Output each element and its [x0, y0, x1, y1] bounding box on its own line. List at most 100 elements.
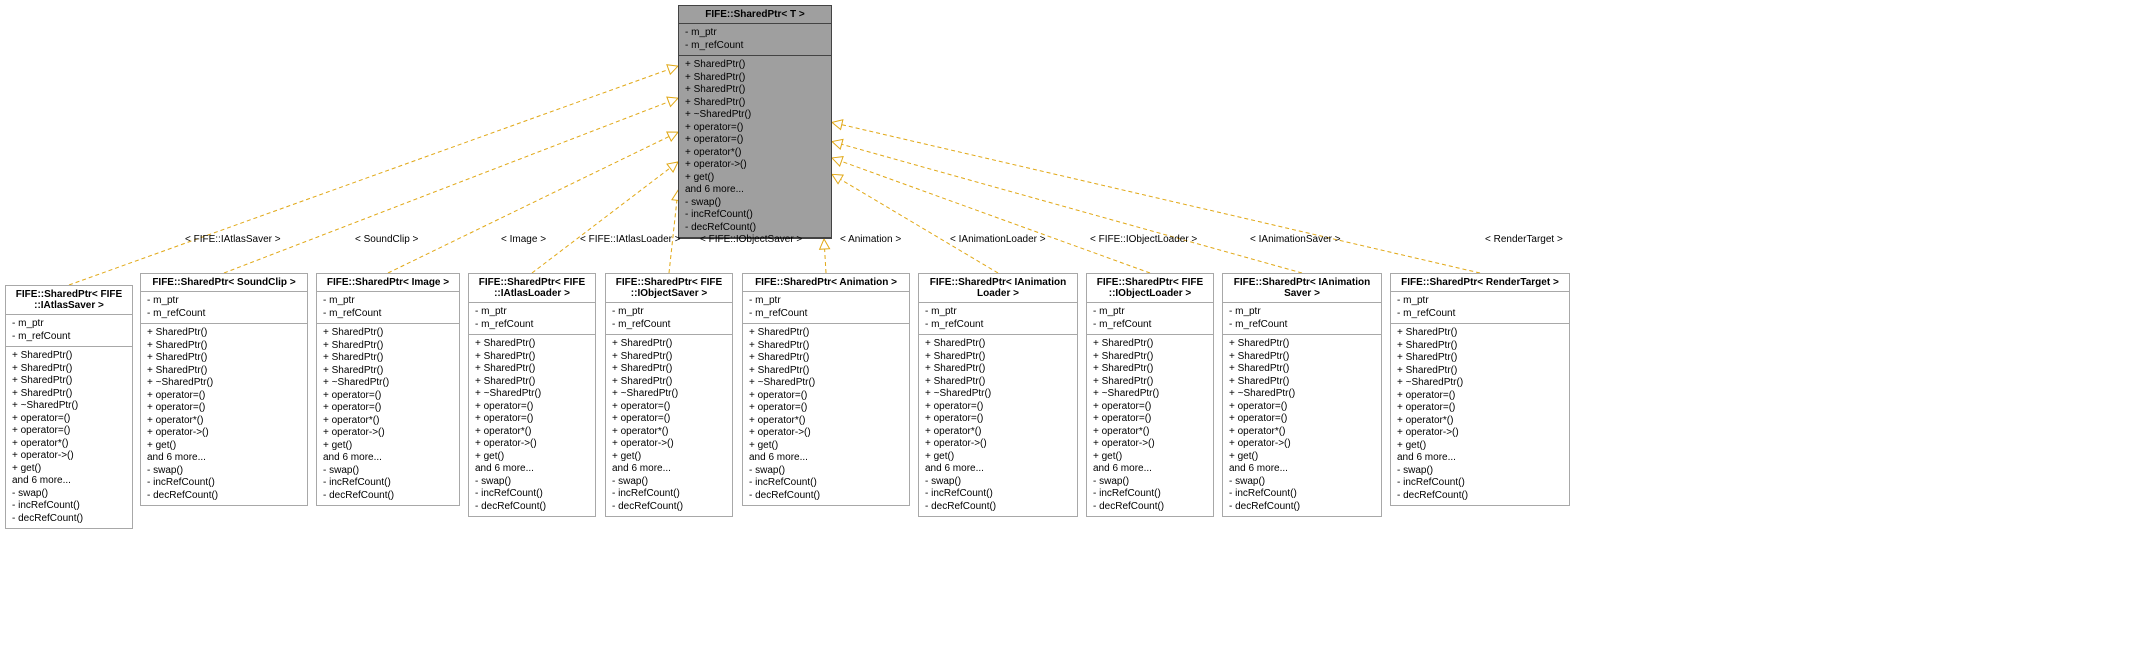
- class-attributes: - m_ptr- m_refCount: [1087, 303, 1213, 335]
- method-row: + get(): [1093, 451, 1207, 464]
- attribute-row: - m_refCount: [685, 40, 825, 53]
- method-row: + operator=(): [612, 401, 726, 414]
- class-title: FIFE::SharedPtr< RenderTarget >: [1391, 274, 1569, 292]
- method-row: + SharedPtr(): [1229, 363, 1375, 376]
- method-row: + operator=(): [1093, 401, 1207, 414]
- class-methods: + SharedPtr()+ SharedPtr()+ SharedPtr()+…: [606, 335, 732, 516]
- method-row: + ~SharedPtr(): [475, 388, 589, 401]
- class-attributes: - m_ptr- m_refCount: [743, 292, 909, 324]
- method-row: - swap(): [1093, 476, 1207, 489]
- method-row: and 6 more...: [612, 463, 726, 476]
- method-row: + SharedPtr(): [612, 376, 726, 389]
- method-row: + SharedPtr(): [323, 340, 453, 353]
- attribute-row: - m_ptr: [749, 295, 903, 308]
- child-class-box[interactable]: FIFE::SharedPtr< FIFE ::IAtlasLoader >- …: [468, 273, 596, 517]
- method-row: - incRefCount(): [475, 488, 589, 501]
- method-row: + operator->(): [1229, 438, 1375, 451]
- method-row: + ~SharedPtr(): [685, 109, 825, 122]
- method-row: + operator=(): [323, 390, 453, 403]
- class-methods: + SharedPtr()+ SharedPtr()+ SharedPtr()+…: [141, 324, 307, 505]
- method-row: + ~SharedPtr(): [612, 388, 726, 401]
- method-row: + SharedPtr(): [12, 375, 126, 388]
- method-row: + SharedPtr(): [612, 351, 726, 364]
- child-class-box[interactable]: FIFE::SharedPtr< SoundClip >- m_ptr- m_r…: [140, 273, 308, 506]
- method-row: + SharedPtr(): [1229, 351, 1375, 364]
- method-row: + SharedPtr(): [925, 363, 1071, 376]
- attribute-row: - m_refCount: [12, 331, 126, 344]
- method-row: + SharedPtr(): [475, 363, 589, 376]
- method-row: + operator=(): [1229, 413, 1375, 426]
- method-row: + SharedPtr(): [1229, 376, 1375, 389]
- class-methods: + SharedPtr()+ SharedPtr()+ SharedPtr()+…: [317, 324, 459, 505]
- method-row: + SharedPtr(): [1397, 365, 1563, 378]
- method-row: + SharedPtr(): [147, 352, 301, 365]
- root-class-box[interactable]: FIFE::SharedPtr< T >- m_ptr- m_refCount+…: [678, 5, 832, 239]
- method-row: + operator=(): [12, 425, 126, 438]
- attribute-row: - m_ptr: [925, 306, 1071, 319]
- child-class-box[interactable]: FIFE::SharedPtr< RenderTarget >- m_ptr- …: [1390, 273, 1570, 506]
- method-row: + SharedPtr(): [12, 363, 126, 376]
- method-row: - decRefCount(): [1229, 501, 1375, 514]
- template-arg-label: < FIFE::IAtlasSaver >: [185, 234, 281, 245]
- method-row: - incRefCount(): [685, 209, 825, 222]
- method-row: + SharedPtr(): [749, 352, 903, 365]
- class-methods: + SharedPtr()+ SharedPtr()+ SharedPtr()+…: [6, 347, 132, 528]
- child-class-box[interactable]: FIFE::SharedPtr< FIFE ::IObjectSaver >- …: [605, 273, 733, 517]
- method-row: + operator=(): [925, 401, 1071, 414]
- method-row: + get(): [749, 440, 903, 453]
- method-row: + get(): [12, 463, 126, 476]
- child-class-box[interactable]: FIFE::SharedPtr< FIFE ::IObjectLoader >-…: [1086, 273, 1214, 517]
- template-arg-label: < IAnimationSaver >: [1250, 234, 1341, 245]
- class-methods: + SharedPtr()+ SharedPtr()+ SharedPtr()+…: [679, 56, 831, 238]
- method-row: + get(): [685, 172, 825, 185]
- child-class-box[interactable]: FIFE::SharedPtr< Animation >- m_ptr- m_r…: [742, 273, 910, 506]
- class-attributes: - m_ptr- m_refCount: [141, 292, 307, 324]
- method-row: and 6 more...: [323, 452, 453, 465]
- method-row: + operator=(): [12, 413, 126, 426]
- method-row: and 6 more...: [147, 452, 301, 465]
- method-row: + operator=(): [749, 390, 903, 403]
- method-row: - swap(): [475, 476, 589, 489]
- method-row: + operator->(): [749, 427, 903, 440]
- class-methods: + SharedPtr()+ SharedPtr()+ SharedPtr()+…: [1391, 324, 1569, 505]
- method-row: + operator=(): [147, 402, 301, 415]
- method-row: + ~SharedPtr(): [147, 377, 301, 390]
- method-row: + SharedPtr(): [147, 340, 301, 353]
- method-row: - decRefCount(): [12, 513, 126, 526]
- child-class-box[interactable]: FIFE::SharedPtr< FIFE ::IAtlasSaver >- m…: [5, 285, 133, 529]
- class-attributes: - m_ptr- m_refCount: [1223, 303, 1381, 335]
- template-arg-label: < IAnimationLoader >: [950, 234, 1046, 245]
- method-row: + get(): [1397, 440, 1563, 453]
- attribute-row: - m_refCount: [612, 319, 726, 332]
- method-row: + operator->(): [147, 427, 301, 440]
- method-row: + get(): [925, 451, 1071, 464]
- method-row: + SharedPtr(): [12, 350, 126, 363]
- template-arg-label: < Animation >: [840, 234, 901, 245]
- attribute-row: - m_ptr: [685, 27, 825, 40]
- child-class-box[interactable]: FIFE::SharedPtr< Image >- m_ptr- m_refCo…: [316, 273, 460, 506]
- child-class-box[interactable]: FIFE::SharedPtr< IAnimation Loader >- m_…: [918, 273, 1078, 517]
- method-row: - incRefCount(): [1397, 477, 1563, 490]
- template-arg-label: < FIFE::IObjectSaver >: [700, 234, 802, 245]
- method-row: and 6 more...: [12, 475, 126, 488]
- method-row: + operator*(): [1397, 415, 1563, 428]
- method-row: + operator->(): [925, 438, 1071, 451]
- method-row: + operator->(): [1093, 438, 1207, 451]
- method-row: + ~SharedPtr(): [323, 377, 453, 390]
- method-row: + operator=(): [685, 122, 825, 135]
- template-arg-label: < FIFE::IObjectLoader >: [1090, 234, 1197, 245]
- method-row: - swap(): [1397, 465, 1563, 478]
- method-row: + SharedPtr(): [12, 388, 126, 401]
- method-row: + operator=(): [1397, 402, 1563, 415]
- class-attributes: - m_ptr- m_refCount: [317, 292, 459, 324]
- method-row: + operator->(): [1397, 427, 1563, 440]
- method-row: + SharedPtr(): [925, 351, 1071, 364]
- method-row: + operator->(): [612, 438, 726, 451]
- method-row: + get(): [147, 440, 301, 453]
- attribute-row: - m_refCount: [323, 308, 453, 321]
- class-title: FIFE::SharedPtr< IAnimation Loader >: [919, 274, 1077, 303]
- child-class-box[interactable]: FIFE::SharedPtr< IAnimation Saver >- m_p…: [1222, 273, 1382, 517]
- attribute-row: - m_ptr: [147, 295, 301, 308]
- method-row: + SharedPtr(): [1229, 338, 1375, 351]
- method-row: + operator->(): [12, 450, 126, 463]
